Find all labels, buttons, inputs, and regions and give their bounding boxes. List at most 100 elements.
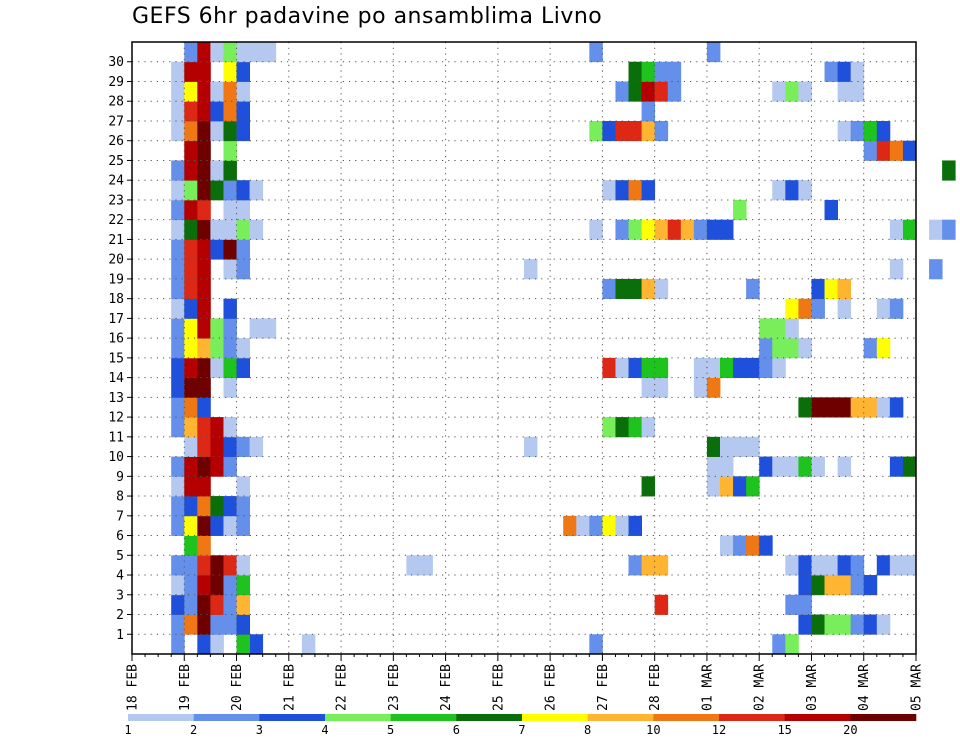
heatmap-cell bbox=[197, 357, 211, 379]
y-tick-label: 13 bbox=[108, 391, 124, 406]
heatmap-cell bbox=[184, 239, 198, 260]
heatmap-cell bbox=[785, 555, 799, 576]
heatmap-cell bbox=[759, 535, 773, 556]
heatmap-cell bbox=[171, 101, 185, 122]
heatmap-cell bbox=[197, 614, 211, 635]
heatmap-cell bbox=[184, 555, 198, 576]
heatmap-cell bbox=[863, 575, 878, 596]
heatmap-cell bbox=[171, 219, 185, 240]
heatmap-cell bbox=[236, 180, 250, 201]
heatmap-cell bbox=[236, 357, 250, 379]
colorbar-swatch bbox=[325, 714, 391, 721]
heatmap-cell bbox=[889, 456, 904, 477]
heatmap-cell bbox=[249, 634, 264, 655]
heatmap-cell bbox=[863, 397, 878, 418]
colorbar-swatch bbox=[193, 714, 260, 721]
heatmap-cell bbox=[249, 436, 264, 457]
heatmap-cell bbox=[772, 634, 786, 655]
colorbar-label: 7 bbox=[518, 723, 525, 737]
heatmap-cell bbox=[902, 456, 917, 477]
y-tick-label: 9 bbox=[116, 470, 124, 485]
heatmap-cell bbox=[171, 160, 185, 181]
heatmap-cell bbox=[837, 614, 852, 635]
heatmap-cell bbox=[171, 417, 185, 438]
heatmap-cell bbox=[223, 614, 237, 635]
heatmap-cell bbox=[837, 120, 852, 142]
x-tick-label: 20 FEB bbox=[230, 664, 245, 711]
colorbar-label: 2 bbox=[190, 723, 197, 737]
heatmap-cell bbox=[223, 515, 237, 536]
heatmap-cell bbox=[824, 555, 838, 576]
heatmap-cell bbox=[524, 259, 538, 280]
y-tick-label: 19 bbox=[108, 272, 124, 287]
heatmap-cell bbox=[772, 318, 786, 339]
heatmap-cell bbox=[171, 634, 185, 655]
x-tick-label: 26 FEB bbox=[544, 664, 559, 711]
heatmap-cell bbox=[798, 575, 812, 596]
colorbar-swatch bbox=[522, 714, 588, 721]
heatmap-cell bbox=[746, 278, 760, 300]
y-tick-label: 11 bbox=[108, 430, 124, 445]
y-tick-label: 22 bbox=[108, 213, 124, 228]
heatmap-cell bbox=[184, 476, 198, 497]
heatmap-cell bbox=[863, 338, 878, 359]
heatmap-cell bbox=[236, 476, 250, 497]
heatmap-cell bbox=[524, 436, 538, 457]
heatmap-cell bbox=[184, 120, 198, 142]
heatmap-cell bbox=[223, 140, 237, 161]
heatmap-cell bbox=[184, 535, 198, 556]
heatmap-cell bbox=[210, 318, 224, 339]
heatmap-cell bbox=[236, 555, 250, 576]
colorbar-swatch bbox=[653, 714, 720, 721]
heatmap-cell bbox=[210, 160, 224, 181]
heatmap-cell bbox=[210, 456, 224, 477]
y-tick-label: 25 bbox=[108, 154, 124, 169]
heatmap-cell bbox=[210, 436, 224, 457]
heatmap-cell bbox=[210, 594, 224, 615]
heatmap-cell bbox=[197, 219, 211, 240]
heatmap-cell bbox=[615, 219, 629, 240]
heatmap-cell bbox=[641, 120, 656, 142]
heatmap-cell bbox=[223, 101, 237, 122]
x-tick-label: 21 FEB bbox=[282, 664, 297, 711]
heatmap-cell bbox=[929, 259, 943, 280]
heatmap-cell bbox=[184, 377, 198, 398]
heatmap-cell bbox=[210, 338, 224, 359]
heatmap-cell bbox=[171, 377, 185, 398]
heatmap-cell bbox=[223, 575, 237, 596]
heatmap-cell bbox=[210, 515, 224, 536]
heatmap-cell bbox=[706, 436, 721, 457]
heatmap-cell bbox=[641, 555, 656, 576]
heatmap-cell bbox=[628, 278, 642, 300]
heatmap-cell bbox=[706, 42, 721, 63]
heatmap-cell bbox=[171, 239, 185, 260]
heatmap-cell bbox=[210, 180, 224, 201]
heatmap-cell bbox=[197, 496, 211, 517]
y-tick-label: 26 bbox=[108, 134, 124, 149]
y-tick-label: 3 bbox=[116, 588, 124, 603]
y-tick-label: 5 bbox=[116, 549, 124, 564]
heatmap-cell bbox=[184, 357, 198, 379]
colorbar-label: 15 bbox=[777, 723, 791, 737]
heatmap-cell bbox=[210, 101, 224, 122]
heatmap-cell bbox=[798, 555, 812, 576]
y-tick-label: 20 bbox=[108, 253, 124, 268]
heatmap-cell bbox=[693, 357, 708, 379]
heatmap-cell bbox=[942, 219, 956, 240]
heatmap-cell bbox=[654, 555, 669, 576]
heatmap-cell bbox=[171, 120, 185, 142]
heatmap-cell bbox=[197, 476, 211, 497]
heatmap-cell bbox=[863, 140, 878, 161]
heatmap-cell bbox=[720, 357, 734, 379]
heatmap-cell bbox=[798, 456, 812, 477]
heatmap-cell bbox=[223, 160, 237, 181]
heatmap-cell bbox=[589, 120, 603, 142]
heatmap-cell bbox=[210, 614, 224, 635]
heatmap-cell bbox=[223, 298, 237, 319]
heatmap-cell bbox=[171, 357, 185, 379]
heatmap-cell bbox=[772, 357, 786, 379]
heatmap-cell bbox=[236, 42, 250, 63]
heatmap-cell bbox=[615, 180, 629, 201]
y-tick-label: 27 bbox=[108, 114, 124, 129]
heatmap-cell bbox=[785, 338, 799, 359]
